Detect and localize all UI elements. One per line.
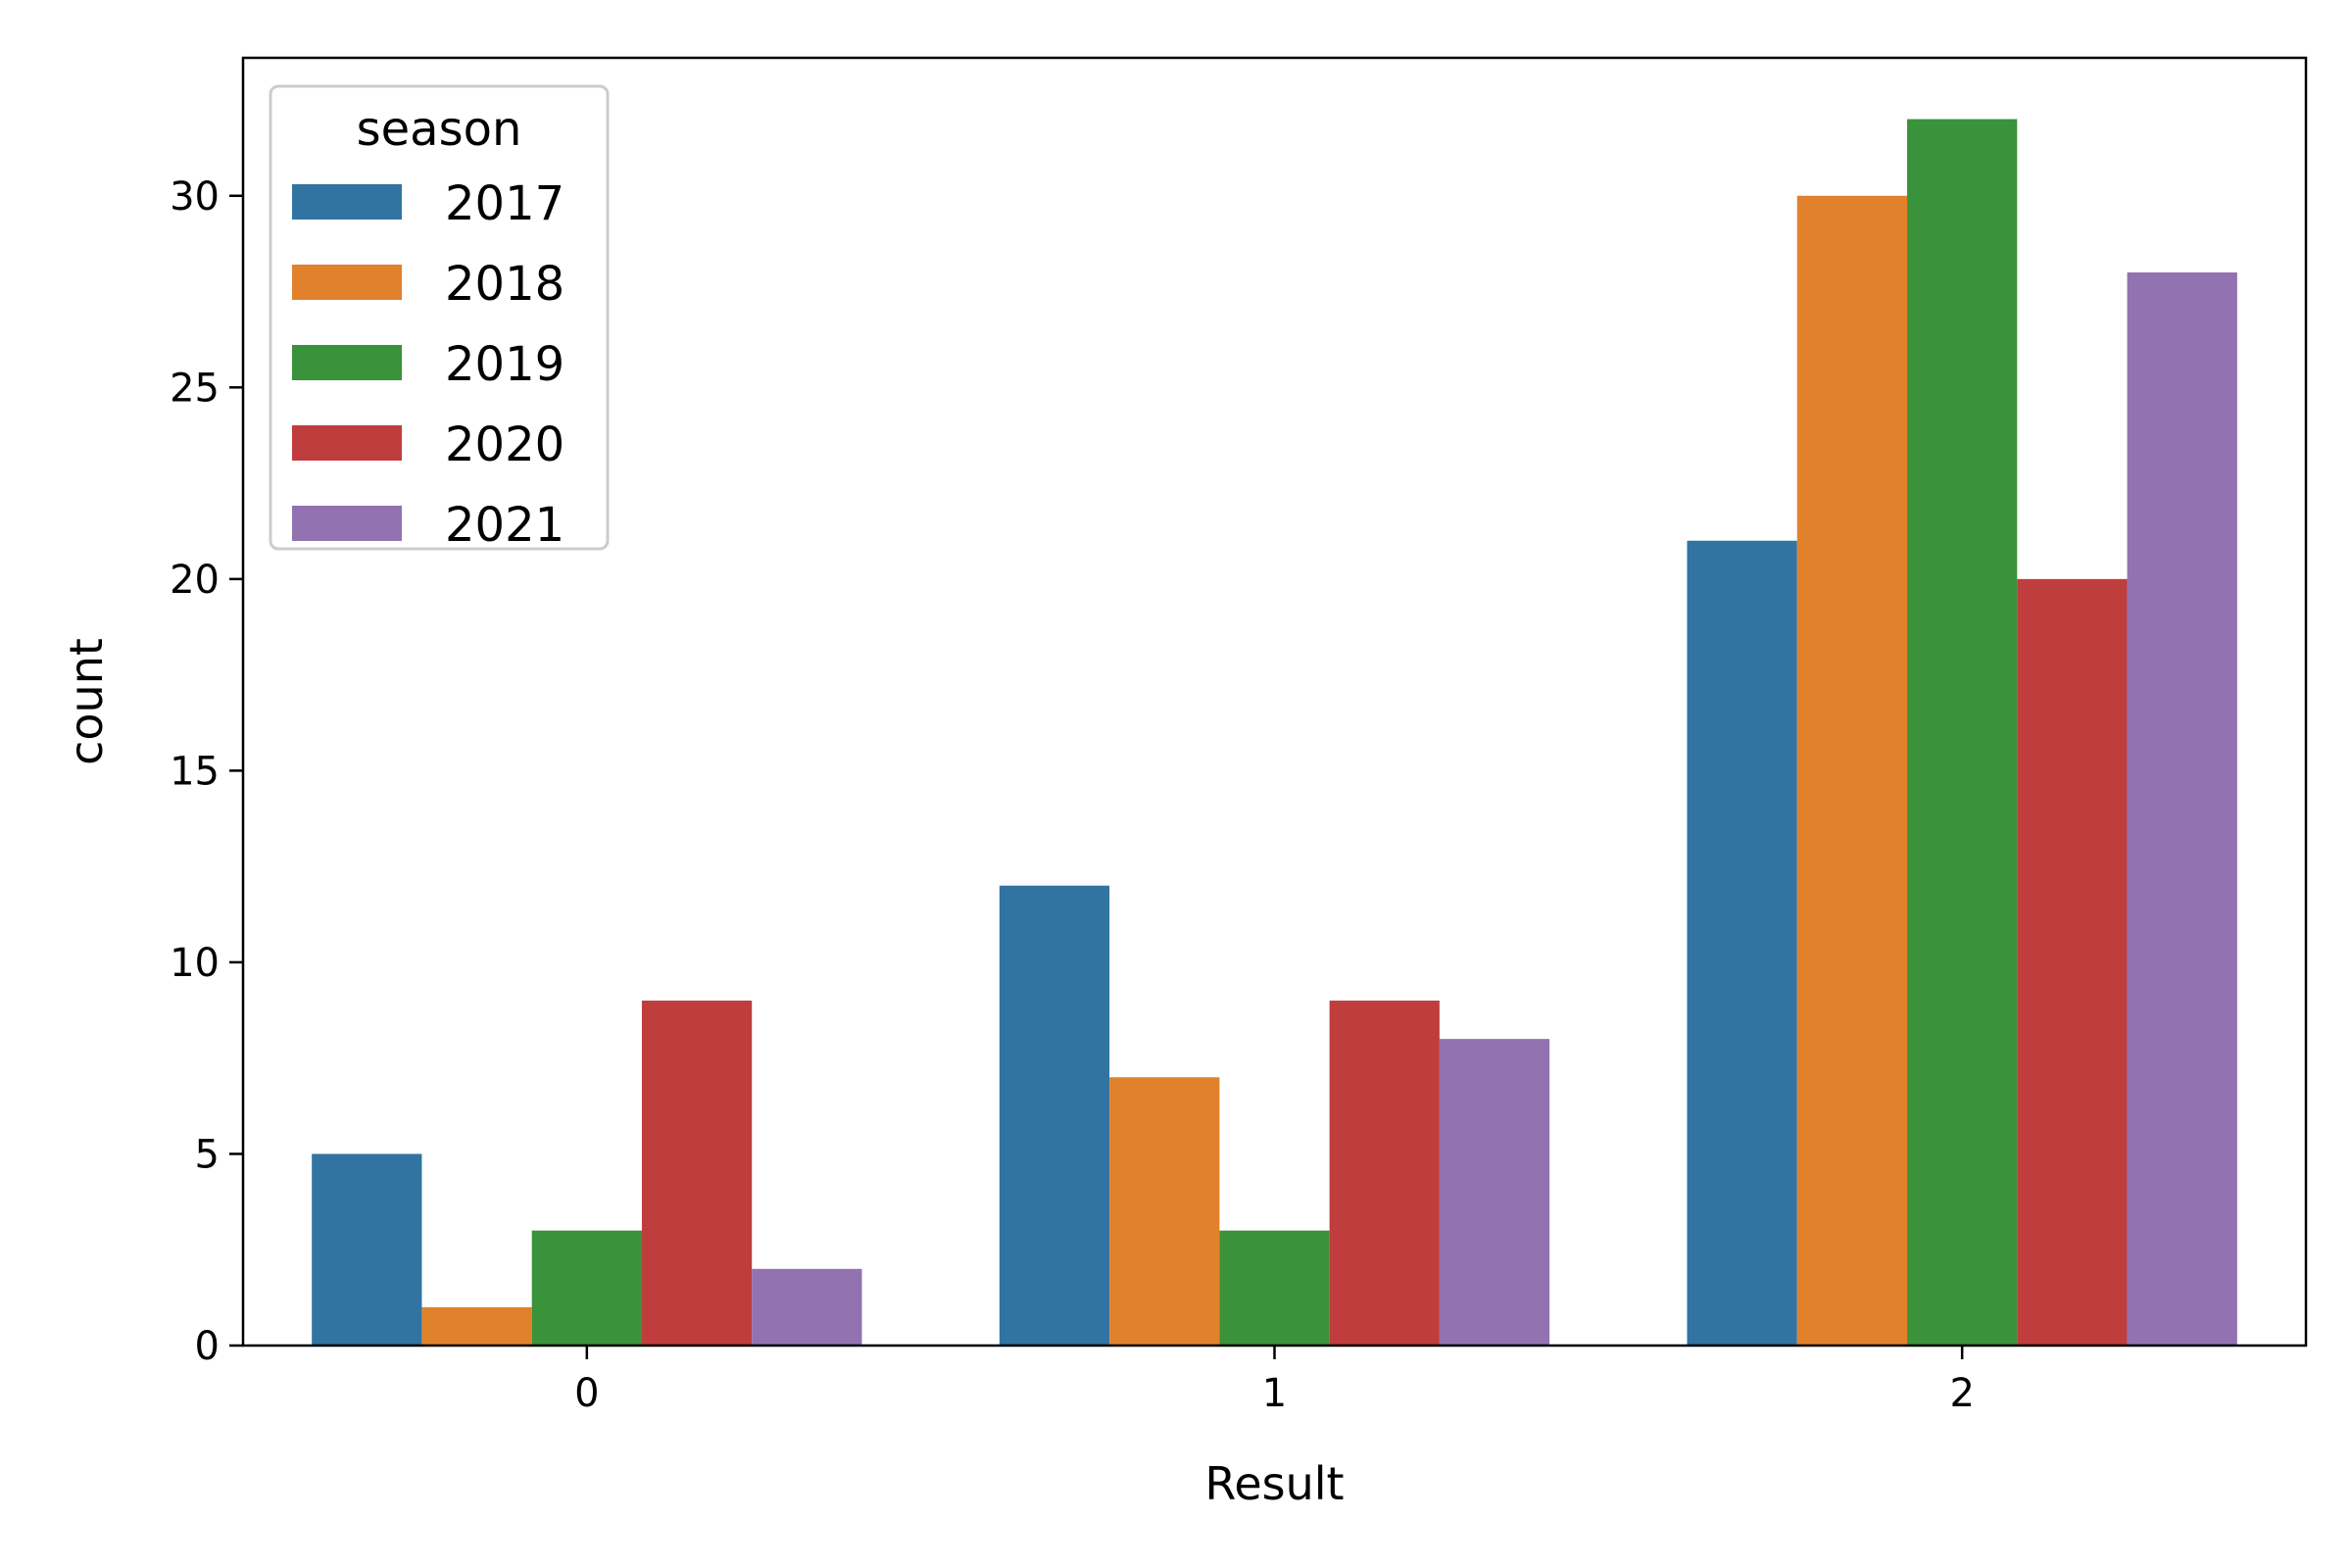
bar-2017-0 [312, 1153, 422, 1346]
legend: season 2017 2018 2019 2020 2021 [269, 84, 610, 553]
plot-frame [241, 56, 2308, 1348]
x-axis-title: Result [1204, 1457, 1344, 1510]
y-tick-label: 20 [170, 558, 220, 603]
legend-swatch-2021 [292, 506, 402, 541]
bar-2018-1 [1109, 1077, 1220, 1346]
legend-swatch-2020 [292, 425, 402, 461]
bar-2019-1 [1219, 1230, 1330, 1346]
bar-2021-2 [2127, 272, 2237, 1346]
bar-2017-1 [999, 885, 1110, 1346]
bar-2020-2 [2017, 578, 2128, 1346]
bar-2020-1 [1329, 1001, 1440, 1346]
bar-2018-0 [421, 1306, 532, 1346]
legend-swatch-2017 [292, 184, 402, 220]
bar-2018-2 [1796, 195, 1908, 1346]
bar-2019-0 [531, 1230, 642, 1346]
legend-label-2020: 2020 [445, 417, 564, 472]
bar-2021-0 [752, 1268, 862, 1346]
legend-label-2018: 2018 [445, 257, 564, 312]
legend-label-2019: 2019 [445, 337, 564, 392]
bars-layer [312, 119, 2237, 1347]
legend-swatch-2019 [292, 345, 402, 380]
bar-2019-2 [1907, 119, 2018, 1347]
legend-label-2021: 2021 [445, 498, 564, 553]
y-axis: 0 5 10 15 20 25 30 [170, 174, 243, 1369]
y-axis-title: count [60, 638, 113, 765]
y-tick-label: 5 [195, 1132, 220, 1177]
y-tick-label: 30 [170, 174, 220, 220]
legend-swatch-2018 [292, 265, 402, 300]
y-tick-label: 25 [170, 366, 220, 411]
bar-2017-2 [1687, 540, 1797, 1346]
y-tick-label: 0 [195, 1324, 220, 1369]
x-tick-label: 1 [1262, 1371, 1287, 1416]
x-axis: 0 1 2 [574, 1346, 1975, 1416]
y-tick-label: 15 [170, 749, 220, 794]
y-tick-label: 10 [170, 941, 220, 986]
legend-label-2017: 2017 [445, 176, 564, 231]
bar-2021-1 [1439, 1039, 1550, 1346]
bar-2020-0 [641, 1001, 753, 1346]
legend-title: season [357, 102, 522, 157]
x-tick-label: 0 [574, 1371, 599, 1416]
x-tick-label: 2 [1949, 1371, 1974, 1416]
